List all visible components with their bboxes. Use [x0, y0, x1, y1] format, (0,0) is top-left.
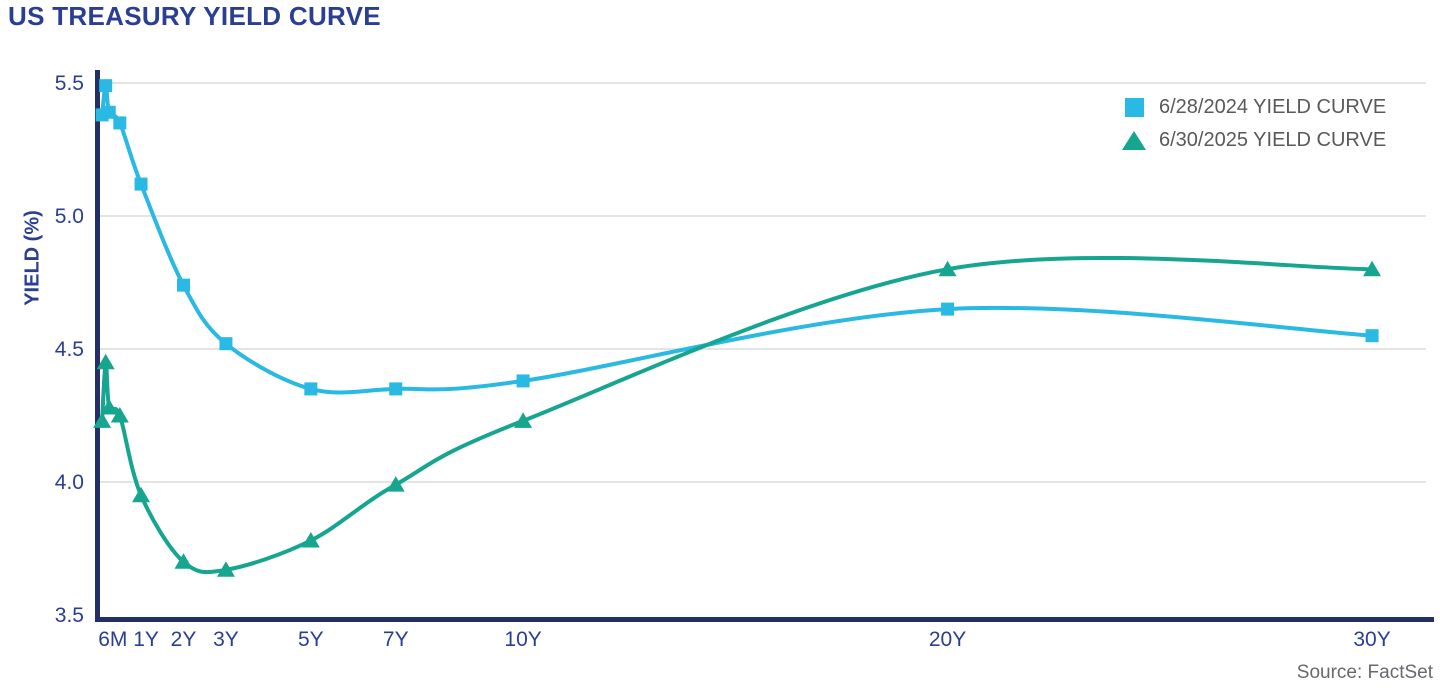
x-tick-label: 6M: [98, 628, 127, 651]
x-tick-label: 30Y: [1353, 628, 1390, 651]
square-marker-icon: [1124, 98, 1144, 117]
data-point-square: [102, 105, 116, 119]
legend-label-2024: 6/28/2024 YIELD CURVE: [1159, 96, 1387, 118]
x-tick-label: 5Y: [298, 628, 324, 651]
data-point-triangle: [216, 561, 235, 577]
data-point-square: [941, 302, 955, 316]
data-point-square: [134, 177, 148, 191]
x-tick-label: 7Y: [383, 628, 409, 651]
x-tick-label: 20Y: [929, 628, 966, 651]
legend-item-2024: 6/28/2024 YIELD CURVE: [1122, 91, 1386, 124]
y-tick-label: 3.5: [55, 604, 84, 627]
data-point-triangle: [100, 399, 119, 415]
data-point-triangle: [938, 260, 957, 277]
data-point-triangle: [174, 553, 193, 569]
x-tick-label: 1Y: [133, 628, 159, 651]
x-tick-label: 2Y: [171, 628, 197, 651]
data-point-triangle: [301, 532, 320, 548]
legend-label-2025: 6/30/2025 YIELD CURVE: [1159, 129, 1387, 151]
y-tick-label: 5.5: [55, 72, 84, 95]
data-point-triangle: [386, 476, 405, 492]
y-tick-label: 4.0: [55, 471, 84, 494]
data-point-square: [516, 374, 530, 388]
page-title: US TREASURY YIELD CURVE: [8, 1, 381, 31]
x-tick-label: 3Y: [213, 628, 239, 651]
data-point-square: [219, 337, 233, 351]
data-point-square: [113, 116, 127, 130]
data-point-triangle: [96, 353, 115, 370]
legend: 6/28/2024 YIELD CURVE 6/30/2025 YIELD CU…: [1122, 91, 1386, 157]
source-note: Source: FactSet: [1296, 662, 1433, 683]
data-point-square: [176, 278, 190, 292]
legend-swatch-box: [1122, 98, 1146, 117]
data-point-triangle: [110, 407, 129, 423]
x-tick-label: 10Y: [504, 628, 541, 651]
data-point-square: [389, 382, 403, 396]
data-point-square: [304, 382, 318, 396]
triangle-marker-icon: [1122, 131, 1146, 150]
data-point-triangle: [132, 486, 151, 503]
data-point-triangle: [1363, 260, 1382, 277]
data-point-triangle: [514, 412, 533, 428]
legend-item-2025: 6/30/2025 YIELD CURVE: [1122, 124, 1386, 157]
data-point-square: [99, 79, 113, 93]
data-point-square: [1365, 329, 1379, 343]
series-line-2025: [100, 255, 1375, 575]
data-point-triangle: [93, 412, 112, 428]
y-tick-label: 4.5: [55, 338, 84, 361]
legend-swatch-box: [1122, 131, 1146, 150]
y-tick-label: 5.0: [55, 205, 84, 228]
